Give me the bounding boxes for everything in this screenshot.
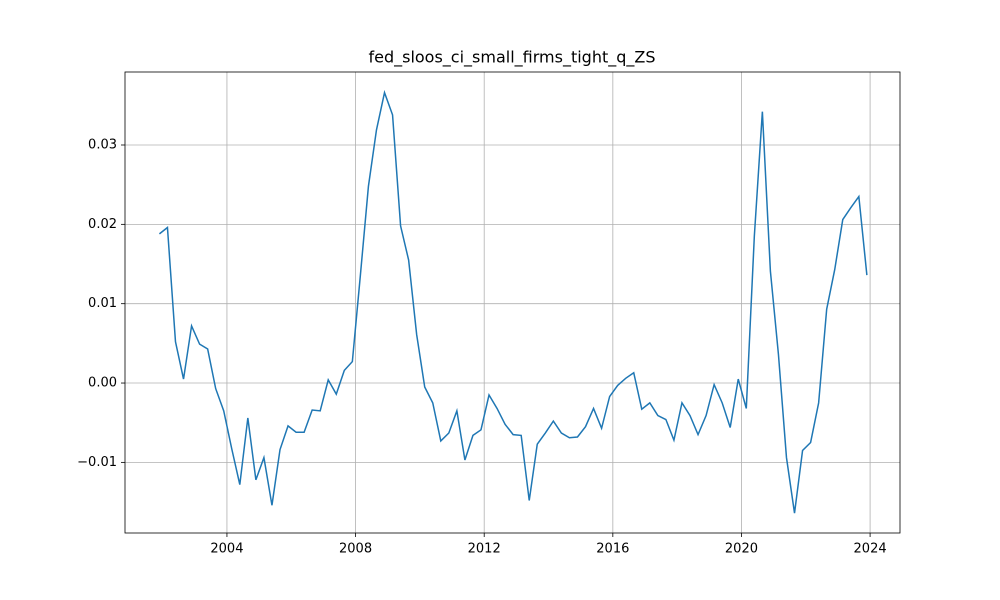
x-tick-label: 2020 <box>725 542 758 557</box>
y-tick-label: 0.00 <box>88 376 117 391</box>
plot-frame <box>124 71 901 534</box>
x-tick-label: 2004 <box>210 542 243 557</box>
x-tick-label: 2008 <box>339 542 372 557</box>
y-tick-label: 0.03 <box>88 137 117 152</box>
chart-title: fed_sloos_ci_small_firms_tight_q_ZS <box>368 48 655 68</box>
y-tick-label: 0.01 <box>88 296 117 311</box>
y-tick-label: 0.02 <box>88 217 117 232</box>
y-tick-label: −0.01 <box>77 455 117 470</box>
x-tick-label: 2012 <box>468 542 501 557</box>
x-tick-label: 2024 <box>854 542 887 557</box>
x-tick-label: 2016 <box>596 542 629 557</box>
data-line <box>158 89 868 514</box>
